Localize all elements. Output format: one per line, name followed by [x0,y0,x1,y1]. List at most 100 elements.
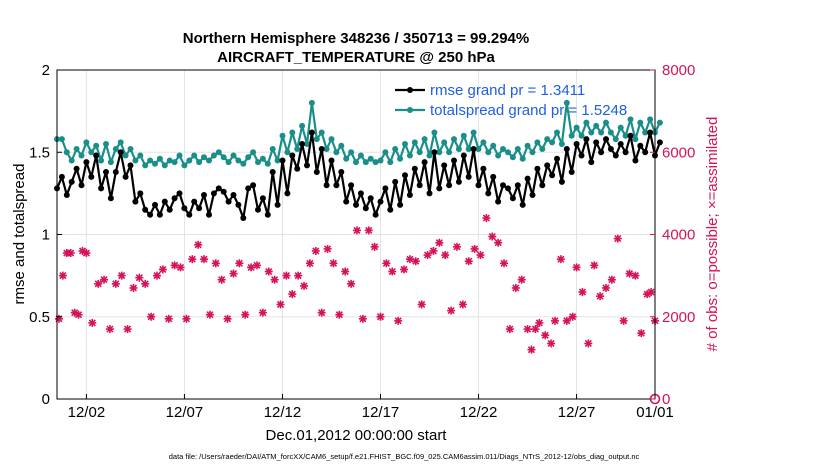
legend-spread-swatch-dot [407,107,413,113]
rmse-point [402,172,408,179]
spread-point [367,155,374,162]
obs-point [613,234,622,243]
rmse-point [455,178,462,185]
spread-point [505,149,511,156]
obs-point-stroke [388,267,396,276]
rmse-point [308,129,315,136]
obs-point [217,275,226,284]
spread-point [240,160,247,167]
rmse-point [83,159,90,166]
rmse-point [343,198,350,205]
obs-point-stroke [400,265,408,274]
rmse-point [598,149,605,156]
obs-point [441,251,450,260]
spread-point [304,141,310,147]
obs-point-stroke [67,249,75,257]
obs-point-stroke [224,315,232,323]
obs-point-stroke [608,276,616,284]
spread-point [117,139,124,146]
spread-point [152,160,158,167]
obs-point [200,255,209,264]
obs-point [305,259,314,268]
spread-point [554,129,560,136]
rmse-point [529,192,536,198]
obs-point-stroke [625,270,634,278]
obs-point-stroke [394,317,402,325]
spread-point [348,149,355,156]
obs-point-stroke [614,235,622,243]
rmse-point [622,149,629,156]
legend: rmse grand pr = 1.3411 totalspread grand … [395,82,627,119]
spread-point [470,129,477,136]
spread-point [103,141,109,147]
obs-point [147,312,156,321]
rmse-point [58,173,65,180]
right-axis-label: # of obs: o=possible; ×=assimilated [704,117,721,352]
obs-point-stroke [253,261,261,269]
spread-point [607,129,614,136]
rmse-point [568,169,575,175]
left-tick-label: 0.5 [29,309,50,326]
spread-point [544,136,551,143]
spread-point [68,157,75,164]
obs-point-stroke [412,257,420,265]
obs-point-stroke [647,288,655,296]
spread-point [583,119,590,126]
rmse-point [539,182,546,189]
rmse-point [181,205,188,212]
obs-point [590,261,599,270]
obs-point [511,283,520,292]
spread-point [416,149,423,156]
obs-point-stroke [471,245,479,253]
rmse-point [372,211,379,218]
obs-point-stroke [300,282,308,290]
x-tick-label: 12/12 [264,404,302,421]
obs-point-stroke [265,267,273,276]
obs-point [88,318,97,327]
rmse-point [534,165,541,172]
rmse-point [377,198,384,205]
spread-point [377,157,384,164]
obs-point-stroke [631,272,639,280]
rmse-point [514,182,521,189]
obs-point [288,290,297,299]
obs-point-stroke [241,311,249,319]
obs-point [388,267,397,276]
rmse-point [88,173,95,180]
obs-point [370,242,379,251]
spread-point [475,146,482,152]
rmse-point [617,141,624,147]
obs-point [74,310,83,319]
obs-point [584,339,593,348]
obs-point-stroke [353,226,361,234]
left-tick-label: 0 [42,391,50,408]
obs-point [188,255,197,264]
spread-point [294,146,301,152]
spread-point [598,129,605,136]
rmse-point [235,201,242,208]
rmse-point [485,190,492,197]
spread-point [83,139,90,146]
obs-point-stroke [212,259,220,267]
spread-point [421,136,428,143]
spread-point [558,141,565,147]
spread-point [411,139,418,146]
rmse-point [156,211,163,218]
obs-point-stroke [506,325,514,333]
rmse-point [122,173,129,180]
rmse-point [509,195,516,202]
obs-point-stroke [541,331,549,339]
rmse-point [607,146,614,152]
spread-point [147,157,154,164]
obs-point-stroke [476,251,485,259]
obs-series [54,214,661,405]
spread-point [235,157,242,164]
rmse-point [451,157,457,164]
obs-point [482,214,491,223]
obs-point [176,263,185,272]
obs-point [66,249,75,258]
obs-point [458,300,467,309]
rmse-point [338,169,345,175]
rmse-point [436,185,443,192]
obs-point-stroke [447,307,455,315]
